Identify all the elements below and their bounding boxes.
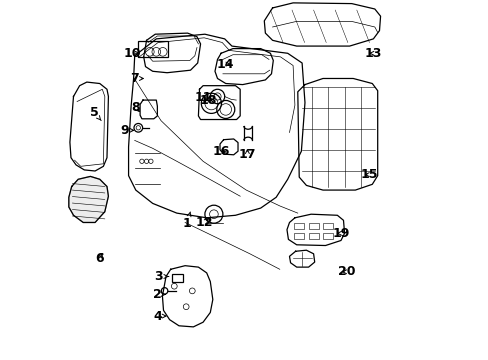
Text: 15: 15 — [360, 168, 378, 181]
Text: 18: 18 — [199, 94, 216, 107]
Polygon shape — [69, 176, 108, 222]
Text: 19: 19 — [332, 227, 349, 240]
Text: 2: 2 — [153, 288, 165, 301]
Text: 13: 13 — [364, 47, 381, 60]
Text: 5: 5 — [89, 106, 101, 121]
Text: 16: 16 — [212, 145, 229, 158]
Text: 20: 20 — [338, 265, 355, 278]
Text: 11: 11 — [194, 91, 211, 104]
Text: 17: 17 — [238, 148, 256, 161]
Text: 10: 10 — [123, 47, 141, 60]
Text: 1: 1 — [182, 212, 191, 230]
Text: 7: 7 — [130, 72, 143, 85]
Text: 4: 4 — [153, 310, 165, 323]
Text: 8: 8 — [131, 101, 140, 114]
Text: 14: 14 — [217, 58, 234, 71]
Text: 3: 3 — [154, 270, 168, 283]
Text: 6: 6 — [95, 252, 104, 265]
Text: 9: 9 — [121, 124, 133, 137]
Text: 12: 12 — [195, 216, 212, 229]
